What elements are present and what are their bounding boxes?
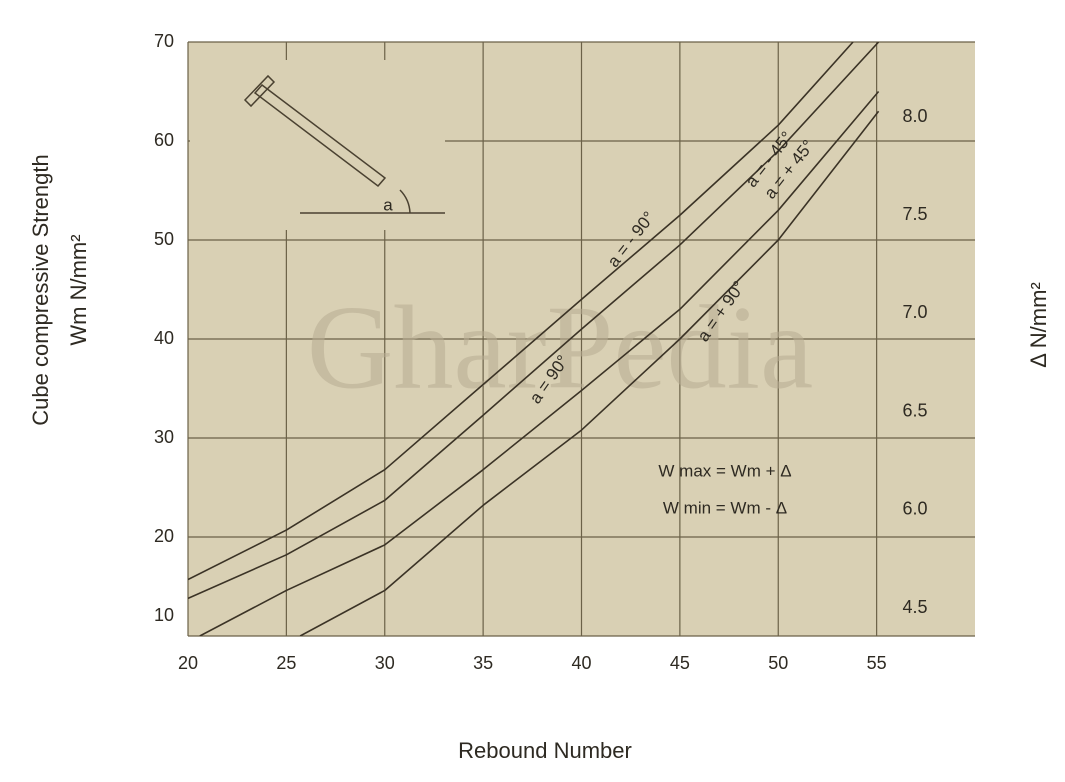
chart: GharPedia 202530354045505510203040506070… [0, 0, 1065, 782]
annotation: W min = Wm - Δ [663, 498, 787, 517]
y2-axis-label: Δ N/mm² [1026, 282, 1051, 368]
x-tick-label: 20 [178, 653, 198, 673]
x-tick-label: 30 [375, 653, 395, 673]
y2-tick-label: 4.5 [902, 597, 927, 617]
y-tick-label: 50 [154, 229, 174, 249]
y2-tick-label: 7.5 [902, 204, 927, 224]
annotation: a [383, 195, 393, 214]
y-tick-label: 20 [154, 526, 174, 546]
x-tick-label: 45 [670, 653, 690, 673]
y-tick-label: 70 [154, 31, 174, 51]
y2-tick-label: 7.0 [902, 302, 927, 322]
x-tick-label: 55 [867, 653, 887, 673]
x-axis-label: Rebound Number [458, 738, 632, 763]
y-tick-label: 30 [154, 427, 174, 447]
y-tick-label: 10 [154, 605, 174, 625]
annotation: W max = Wm + Δ [658, 461, 791, 480]
x-tick-label: 40 [571, 653, 591, 673]
y-tick-label: 60 [154, 130, 174, 150]
y-axis-label: Wm N/mm² [66, 234, 91, 345]
y2-tick-label: 6.5 [902, 400, 927, 420]
y-tick-label: 40 [154, 328, 174, 348]
y2-tick-label: 6.0 [902, 499, 927, 519]
hammer-icon [190, 60, 445, 230]
x-tick-label: 50 [768, 653, 788, 673]
y2-tick-label: 8.0 [902, 106, 927, 126]
x-tick-label: 35 [473, 653, 493, 673]
y-axis-label: Cube compressive Strength [28, 154, 53, 425]
x-tick-label: 25 [276, 653, 296, 673]
